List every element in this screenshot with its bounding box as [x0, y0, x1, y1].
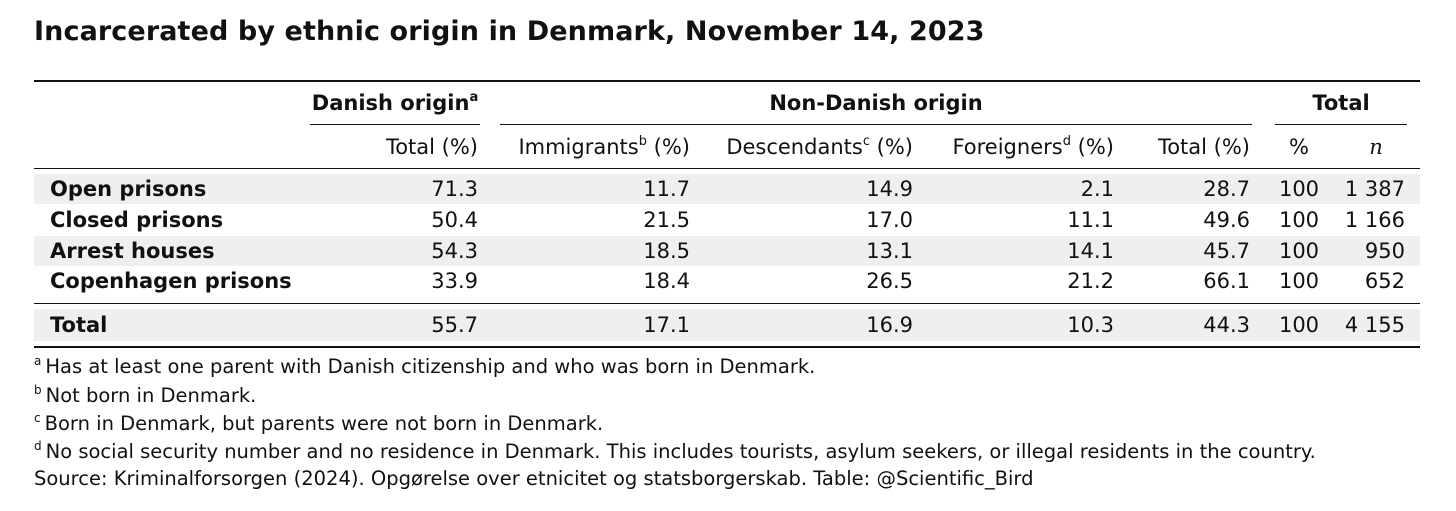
cell-pct: 100: [1278, 239, 1320, 263]
cell-immigrants: 21.5: [643, 208, 690, 232]
col-header-immigrants-label: Immigrants: [518, 135, 639, 159]
cell-immigrants: 17.1: [643, 313, 690, 337]
col-header-nd-total: Total (%): [1157, 135, 1250, 159]
cell-n: 652: [1364, 269, 1405, 293]
cell-foreigners: 2.1: [1080, 177, 1114, 201]
col-header-pct: %: [1289, 135, 1309, 159]
group-underline-non-danish: [500, 124, 1252, 125]
footnote-mark: d: [1062, 134, 1071, 149]
table-title: Incarcerated by ethnic origin in Denmark…: [34, 16, 985, 47]
group-header-total: Total: [1312, 91, 1370, 115]
unit-label: (%): [653, 135, 690, 159]
unit-label: (%): [876, 135, 913, 159]
cell-descendants: 17.0: [866, 208, 913, 232]
cell-pct: 100: [1278, 313, 1320, 337]
cell-immigrants: 18.4: [643, 269, 690, 293]
cell-foreigners: 14.1: [1067, 239, 1114, 263]
footnote: a Has at least one parent with Danish cit…: [34, 355, 815, 379]
cell-descendants: 13.1: [866, 239, 913, 263]
row-band: [34, 309, 1420, 341]
group-header-non-danish: Non-Danish origin: [769, 91, 983, 115]
footnote-mark: b: [34, 383, 42, 397]
footnote: d No social security number and no reside…: [34, 440, 1316, 464]
col-header-n: n: [1369, 135, 1383, 159]
cell-pct: 100: [1278, 177, 1320, 201]
row-label: Open prisons: [50, 177, 207, 201]
cell-danish: 50.4: [431, 208, 478, 232]
total-rule: [34, 303, 1420, 304]
cell-danish: 55.7: [431, 313, 478, 337]
footnote-mark: a: [34, 354, 42, 368]
cell-nd-total: 49.6: [1203, 208, 1250, 232]
cell-nd-total: 45.7: [1203, 239, 1250, 263]
cell-n: 1 387: [1344, 177, 1405, 201]
cell-danish: 71.3: [431, 177, 478, 201]
footnote-text: Not born in Denmark.: [45, 384, 257, 407]
footnote-mark: d: [34, 439, 42, 453]
cell-nd-total: 44.3: [1203, 313, 1250, 337]
footnote-mark: c: [34, 411, 41, 425]
cell-n: 1 166: [1344, 208, 1405, 232]
footnote-text: No social security number and no residen…: [45, 440, 1316, 463]
group-underline-danish: [310, 124, 480, 125]
col-header-danish-total: Total (%): [385, 135, 478, 159]
row-label: Arrest houses: [50, 239, 215, 263]
bottom-rule: [34, 346, 1420, 348]
header-rule: [34, 168, 1420, 169]
row-band: [34, 236, 1420, 266]
cell-foreigners: 10.3: [1067, 313, 1114, 337]
col-header-immigrants: Immigrantsb (%): [490, 134, 690, 160]
col-header-foreigners: Foreignersd (%): [920, 134, 1114, 160]
cell-immigrants: 11.7: [643, 177, 690, 201]
row-label: Copenhagen prisons: [50, 269, 292, 293]
cell-nd-total: 66.1: [1203, 269, 1250, 293]
footnote: c Born in Denmark, but parents were not b…: [34, 412, 603, 436]
group-header-danish-label: Danish origin: [311, 91, 470, 115]
source-note: Source: Kriminalforsorgen (2024). Opgøre…: [34, 467, 1034, 490]
row-band: [34, 174, 1420, 204]
cell-pct: 100: [1278, 208, 1320, 232]
col-header-descendants: Descendantsc (%): [700, 134, 913, 160]
cell-n: 950: [1364, 239, 1405, 263]
col-header-descendants-label: Descendants: [726, 135, 863, 159]
col-header-foreigners-label: Foreigners: [952, 135, 1063, 159]
cell-foreigners: 21.2: [1067, 269, 1114, 293]
footnote-mark: a: [469, 90, 479, 105]
cell-pct: 100: [1278, 269, 1320, 293]
row-label: Closed prisons: [50, 208, 224, 232]
group-header-danish: Danish origina: [310, 90, 480, 116]
cell-descendants: 14.9: [866, 177, 913, 201]
group-underline-total: [1275, 124, 1407, 125]
footnote-text: Born in Denmark, but parents were not bo…: [44, 412, 604, 435]
cell-descendants: 26.5: [866, 269, 913, 293]
footnote: b Not born in Denmark.: [34, 384, 256, 408]
cell-danish: 54.3: [431, 239, 478, 263]
cell-danish: 33.9: [431, 269, 478, 293]
cell-n: 4 155: [1344, 313, 1405, 337]
cell-descendants: 16.9: [866, 313, 913, 337]
cell-immigrants: 18.5: [643, 239, 690, 263]
cell-foreigners: 11.1: [1067, 208, 1114, 232]
cell-nd-total: 28.7: [1203, 177, 1250, 201]
footnote-mark: b: [638, 134, 647, 149]
footnote-mark: c: [862, 134, 870, 149]
footnote-text: Has at least one parent with Danish citi…: [45, 355, 816, 378]
top-rule: [34, 80, 1420, 82]
unit-label: (%): [1077, 135, 1114, 159]
row-label: Total: [50, 313, 108, 337]
